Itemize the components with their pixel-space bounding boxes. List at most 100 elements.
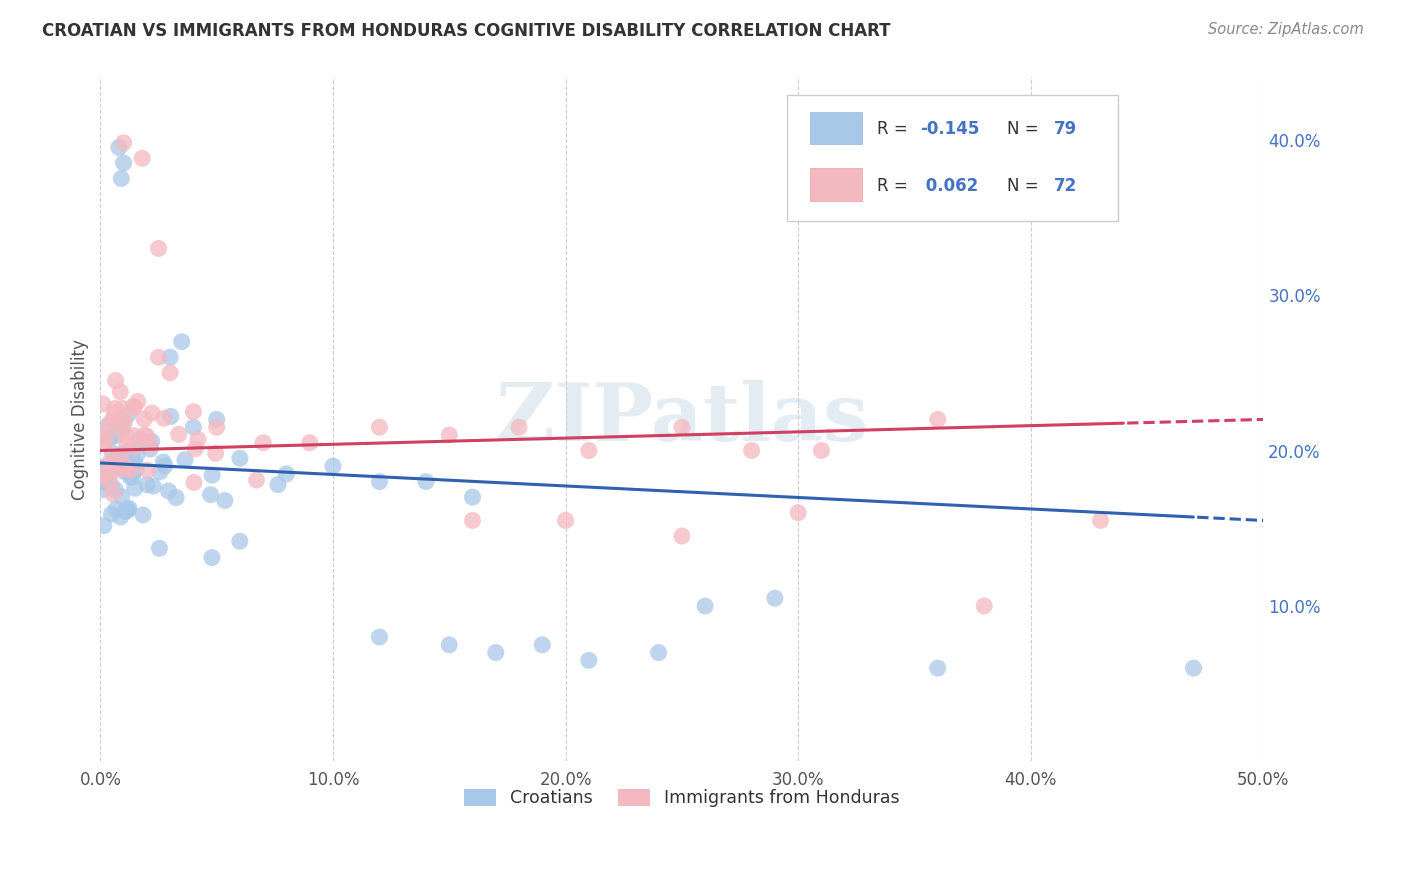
FancyBboxPatch shape [810,112,862,145]
Point [114,505,136,519]
Point [183,420,205,434]
Text: 0.062: 0.062 [921,177,979,194]
Point [267,477,290,491]
Point [205,420,228,434]
Point [139,438,162,452]
Point [184,442,207,456]
Point [578,443,600,458]
Point [103,405,125,419]
Point [100,453,122,467]
Point [810,443,832,458]
Point [117,502,139,516]
Point [252,435,274,450]
Point [122,428,145,442]
Point [107,460,129,475]
Point [159,366,181,380]
Point [183,475,205,490]
Legend: Croatians, Immigrants from Honduras: Croatians, Immigrants from Honduras [457,781,905,814]
Point [157,483,180,498]
Point [111,422,134,436]
Point [245,473,267,487]
Point [100,507,122,521]
Point [104,463,127,477]
Point [94,434,117,448]
Point [170,334,193,349]
Point [103,413,125,427]
Point [115,461,138,475]
Point [111,401,134,416]
Point [136,429,159,443]
Point [368,420,391,434]
FancyBboxPatch shape [786,95,1118,221]
Text: 72: 72 [1054,177,1077,194]
Point [93,460,115,475]
Point [647,646,669,660]
Point [136,463,159,477]
Text: N =: N = [1008,177,1045,194]
Point [104,483,127,497]
Point [134,428,156,442]
Point [120,470,142,484]
Point [124,481,146,495]
Point [276,467,298,481]
Point [98,431,121,445]
Point [122,399,145,413]
Point [124,456,146,470]
Point [111,414,134,428]
Point [114,415,136,429]
Point [114,460,136,475]
Point [96,419,118,434]
Point [787,506,810,520]
Point [111,415,134,429]
Point [93,475,115,489]
Point [159,351,181,365]
Point [201,550,224,565]
Point [134,412,156,426]
FancyBboxPatch shape [810,168,862,201]
Point [148,351,170,365]
Point [578,653,600,667]
Point [763,591,786,606]
Point [115,503,138,517]
Point [165,491,187,505]
Point [142,479,165,493]
Point [114,465,136,479]
Point [121,442,143,456]
Point [167,427,190,442]
Point [415,475,437,489]
Point [148,541,170,556]
Point [1090,513,1112,527]
Text: -0.145: -0.145 [921,120,980,137]
Point [120,463,142,477]
Point [1182,661,1205,675]
Point [139,442,162,456]
Point [439,638,461,652]
Point [214,493,236,508]
Point [118,501,141,516]
Point [973,599,995,613]
Point [118,448,141,462]
Point [104,374,127,388]
Point [103,455,125,469]
Point [115,438,138,452]
Point [159,409,181,424]
Point [148,242,170,256]
Point [741,443,763,458]
Point [368,630,391,644]
Point [108,422,131,436]
Point [93,425,115,440]
Point [554,513,576,527]
Point [91,469,114,483]
Point [927,412,949,426]
Point [131,151,153,165]
Point [153,411,176,425]
Point [115,461,138,475]
Point [368,475,391,489]
Point [152,455,174,469]
Point [110,490,132,504]
Point [101,446,124,460]
Text: R =: R = [877,177,914,194]
Point [112,136,135,150]
Point [531,638,554,652]
Point [149,465,172,479]
